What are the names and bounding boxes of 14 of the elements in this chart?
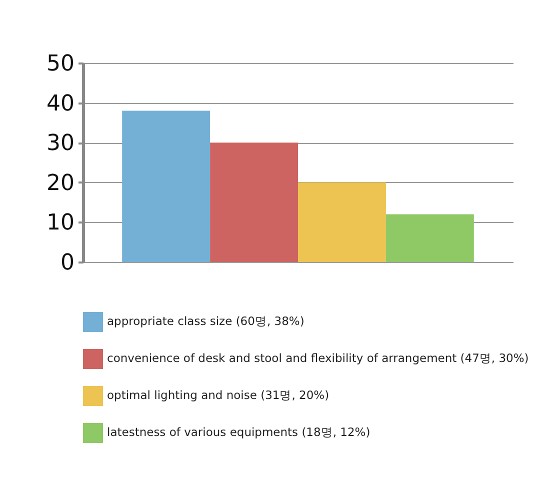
legend-label: optimal lighting and noise (31명, 20%): [107, 388, 330, 402]
y-tick-label: 30: [46, 131, 74, 156]
legend-label: latestness of various equipments (18명, 12%): [107, 425, 370, 439]
legend-label: appropriate class size (60명, 38%): [107, 314, 304, 328]
y-tick-label: 50: [46, 52, 74, 76]
y-tick-label: 10: [46, 210, 74, 236]
bar: [122, 110, 210, 262]
bar: [298, 182, 386, 262]
y-tick-label: 40: [46, 91, 74, 116]
y-tick-label: 20: [46, 170, 74, 196]
bar: [210, 142, 298, 262]
bar: [386, 214, 474, 262]
legend-label: convenience of desk and stool and flexibility of arrangement (47명, 30%): [107, 351, 529, 365]
y-tick-label: 0: [60, 250, 74, 276]
